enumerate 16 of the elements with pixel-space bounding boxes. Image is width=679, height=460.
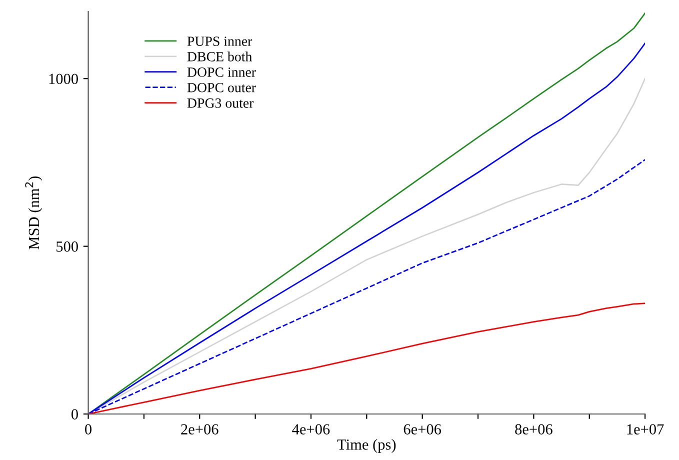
y-tick-label: 500 bbox=[56, 241, 78, 252]
y-tick-label: 1000 bbox=[49, 74, 78, 84]
x-tick-label: 4e+06 bbox=[292, 424, 330, 434]
x-tick-label: 8e+06 bbox=[515, 424, 552, 434]
x-tick-label: 1e+07 bbox=[627, 424, 664, 434]
x-tick-label: 0 bbox=[85, 424, 92, 434]
x-axis-title: Time (ps) bbox=[337, 438, 396, 453]
legend-label: DOPC outer bbox=[187, 82, 256, 92]
y-tick-label: 0 bbox=[71, 409, 78, 420]
legend-label: DPG3 outer bbox=[187, 98, 254, 108]
x-tick-label: 2e+06 bbox=[181, 424, 218, 434]
legend-label: DOPC inner bbox=[187, 68, 256, 77]
x-tick-label: 6e+06 bbox=[404, 424, 442, 434]
y-axis-title: MSD (nm$^{2}$) bbox=[25, 176, 42, 250]
legend-label: DBCE both bbox=[187, 52, 252, 62]
legend-label: PUPS inner bbox=[187, 36, 252, 46]
